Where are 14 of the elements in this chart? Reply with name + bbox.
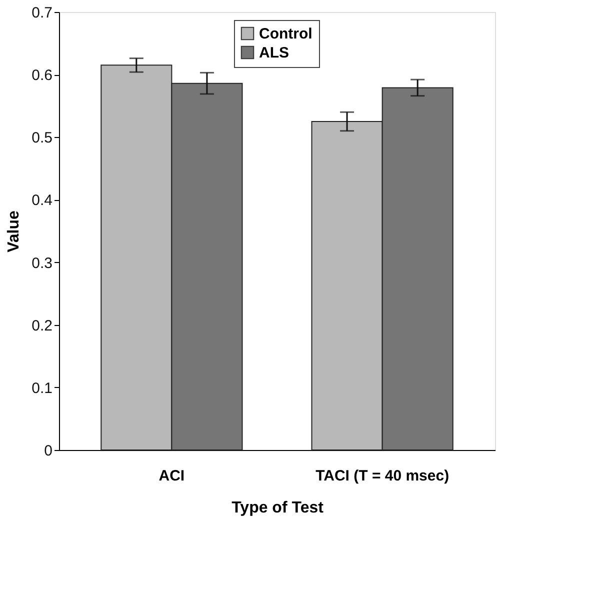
- y-tick-label: 0.1: [32, 380, 52, 397]
- legend-label: ALS: [259, 44, 289, 62]
- y-tick-label: 0.6: [32, 67, 52, 84]
- x-tick-label: TACI (T = 40 msec): [316, 468, 450, 484]
- y-tick-label: 0.4: [32, 192, 52, 210]
- y-tick-label: 0.3: [32, 254, 52, 272]
- y-axis-title: Value: [6, 210, 23, 252]
- x-axis-title: Type of Test: [232, 500, 324, 516]
- y-tick-label: 0.2: [32, 317, 52, 334]
- y-tick-label: 0.5: [32, 130, 52, 147]
- legend-label: Control: [259, 26, 312, 42]
- y-tick-label: 0: [44, 442, 52, 460]
- y-tick-label: 0.7: [32, 4, 52, 22]
- x-tick-label: ACI: [158, 468, 185, 484]
